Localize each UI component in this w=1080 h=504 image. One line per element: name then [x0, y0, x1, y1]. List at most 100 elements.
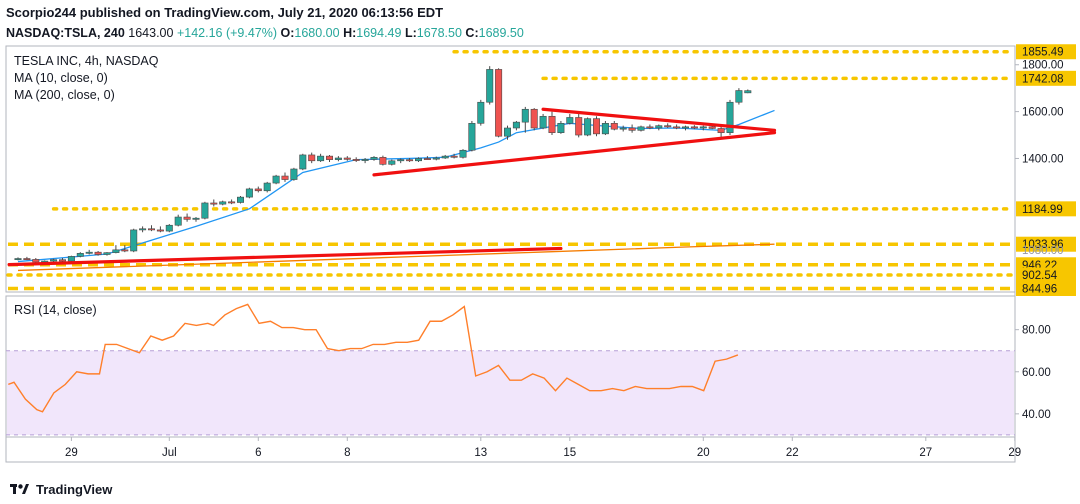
candle [352, 159, 360, 161]
ma10-line [17, 109, 775, 263]
candle [317, 155, 325, 162]
candle [637, 126, 645, 131]
candle [139, 228, 147, 231]
candle [566, 117, 574, 124]
footer-brand[interactable]: TradingView [10, 478, 112, 500]
candle [459, 149, 467, 158]
level-badge-5 [1016, 267, 1076, 283]
level-badge-label-5: 902.54 [1022, 270, 1058, 282]
candle [699, 126, 707, 129]
candle [717, 128, 725, 133]
candle [468, 123, 476, 151]
candle [50, 259, 58, 262]
candle [521, 108, 529, 123]
price-tick-label: 1800.00 [1022, 60, 1064, 72]
candle [263, 182, 271, 192]
candle [379, 156, 387, 165]
chart-header: Scorpio244 published on TradingView.com,… [6, 4, 1076, 44]
candle [441, 155, 449, 159]
candle [735, 90, 743, 103]
candle [575, 117, 583, 136]
close-value: 1689.50 [478, 26, 524, 40]
candle [619, 127, 627, 130]
candle [690, 126, 698, 129]
candle [325, 155, 333, 160]
candle [486, 69, 494, 103]
candle [512, 121, 520, 129]
trend-line-2 [541, 107, 777, 132]
legend-rsi: RSI (14, close) [14, 303, 97, 317]
level-badge-6 [1016, 280, 1076, 296]
rsi-band [7, 350, 1014, 435]
candle [450, 155, 458, 158]
candle [94, 251, 102, 255]
rsi-tick-label: 60.00 [1022, 367, 1051, 379]
candle [174, 216, 182, 226]
candle [503, 127, 511, 137]
candle [112, 249, 120, 253]
time-tick-label: 20 [697, 447, 710, 459]
level-badge-1 [1016, 70, 1076, 86]
candle [148, 228, 156, 231]
level-badge-label-3: 1033.96 [1022, 239, 1064, 251]
time-tick-label: Jul [162, 447, 177, 459]
open-value: 1680.00 [294, 26, 340, 40]
time-tick-label: 13 [474, 447, 487, 459]
candle [343, 157, 351, 160]
candle [192, 217, 200, 220]
candle [495, 69, 503, 137]
candle [334, 157, 342, 160]
candle [610, 123, 618, 130]
level-badge-2 [1016, 201, 1076, 217]
price-change: +142.16 (+9.47%) [176, 26, 278, 40]
high-value: 1694.49 [356, 26, 402, 40]
time-tick-label: 29 [65, 447, 78, 459]
low-label: L: [404, 26, 417, 40]
candle [388, 160, 396, 165]
candle [681, 126, 689, 129]
candle [361, 159, 369, 161]
main-pane-frame [5, 45, 1016, 293]
candle [414, 158, 422, 162]
candle [477, 101, 485, 124]
tradingview-logo-icon [10, 484, 29, 494]
candle [673, 126, 681, 129]
candle [406, 159, 414, 162]
level-badge-0 [1016, 44, 1076, 60]
candle [183, 216, 191, 220]
symbol-label: NASDAQ:TSLA, 240 [6, 26, 125, 40]
current-price-label: 1080.00 [1022, 245, 1064, 257]
high-label: H: [343, 26, 357, 40]
footer-brand-label: TradingView [36, 481, 113, 497]
candle [76, 253, 84, 257]
candle [254, 188, 262, 192]
candle [272, 175, 280, 184]
legend-ma200: MA (200, close, 0) [14, 88, 115, 102]
candle [423, 158, 431, 160]
candle [58, 259, 66, 262]
candle [530, 108, 538, 129]
candle [281, 175, 289, 180]
time-tick-label: 8 [344, 447, 350, 459]
rsi-tick-label: 40.00 [1022, 409, 1051, 421]
time-tick-label: 22 [786, 447, 799, 459]
ma200-line [17, 243, 775, 272]
last-price: 1643.00 [128, 26, 174, 40]
time-tick-label: 6 [255, 447, 261, 459]
candle [130, 229, 138, 252]
candle [592, 118, 600, 135]
level-badge-label-0: 1855.49 [1022, 47, 1064, 59]
candle [290, 168, 298, 180]
candle [397, 159, 405, 162]
candle [708, 126, 716, 129]
candle [228, 201, 236, 204]
candle [14, 258, 22, 260]
price-tick-label: 1400.00 [1022, 153, 1064, 165]
candle [23, 258, 31, 260]
candle [628, 127, 636, 131]
open-label: O: [280, 26, 295, 40]
quote-line: NASDAQ:TSLA, 240 1643.00 +142.16 (+9.47%… [6, 24, 1076, 42]
candle [664, 125, 672, 128]
rsi-tick-label: 80.00 [1022, 325, 1051, 337]
